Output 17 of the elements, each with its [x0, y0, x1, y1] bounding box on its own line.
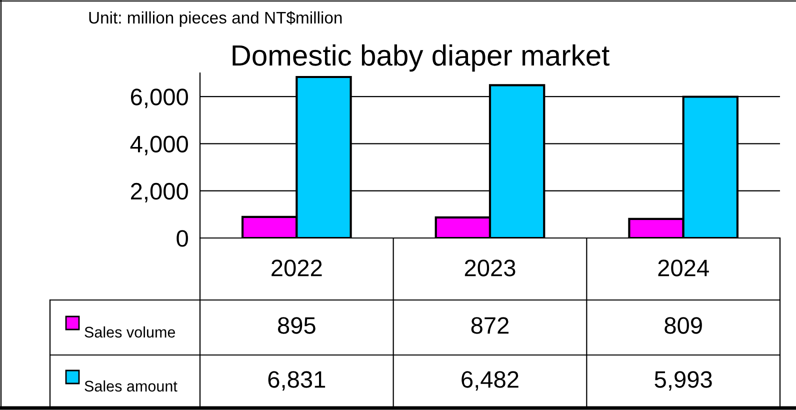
data-label: 6,482	[462, 371, 518, 391]
chart-title: Domestic baby diaper market	[232, 44, 610, 72]
data-label: 5,993	[654, 371, 712, 391]
x-tick-label: 2023	[464, 260, 516, 276]
data-label: 809	[664, 317, 702, 334]
legend-label: Sales volume	[84, 326, 176, 338]
y-tick-label: 6,000	[131, 88, 188, 108]
x-tick-label: 2024	[658, 260, 709, 276]
x-tick-label: 2022	[272, 260, 322, 276]
y-tick-label: 4,000	[130, 136, 188, 156]
text: Unit: million pieces and NT$million	[89, 11, 342, 27]
y-tick-label: 0	[176, 230, 188, 247]
data-label: 872	[471, 317, 509, 334]
y-tick-label: 2,000	[130, 182, 188, 202]
data-label: 895	[278, 317, 316, 334]
legend-label: Sales amount	[84, 380, 178, 392]
data-label: 6,831	[268, 371, 326, 391]
